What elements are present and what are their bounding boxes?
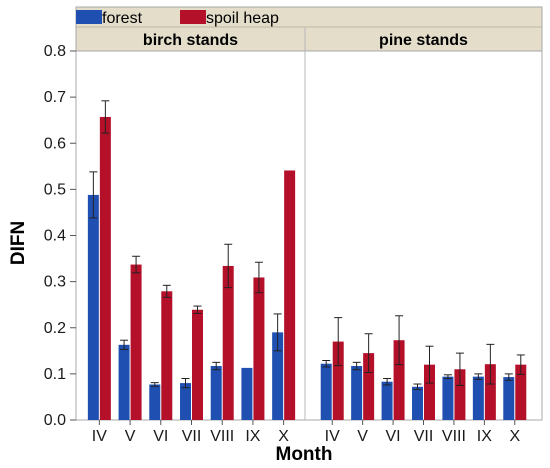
x-tick-label: VI bbox=[386, 428, 401, 445]
bar-spoil-heap bbox=[454, 369, 466, 420]
bar-spoil-heap bbox=[393, 340, 405, 420]
y-tick-label: 0.1 bbox=[44, 366, 66, 383]
y-tick-label: 0.8 bbox=[44, 43, 66, 60]
x-tick-label: X bbox=[278, 428, 289, 445]
bar-forest bbox=[442, 376, 454, 420]
x-tick-label: IV bbox=[325, 428, 340, 445]
x-tick-label: V bbox=[357, 428, 368, 445]
legend-swatch-spoil-heap bbox=[180, 10, 206, 24]
y-axis: 0.0 0.1 0.2 0.3 0.4 0.5 0.6 0.7 0.8 bbox=[44, 43, 76, 429]
panel-pine-stands: pine stands bbox=[320, 32, 527, 420]
bar-spoil-heap bbox=[161, 291, 173, 420]
x-tick-label: VIII bbox=[210, 428, 234, 445]
bar-forest bbox=[381, 381, 393, 420]
y-axis-title: DIFN bbox=[8, 221, 29, 265]
x-tick-label: VIII bbox=[442, 428, 466, 445]
y-tick-label: 0.0 bbox=[44, 412, 66, 429]
facet-strip-band bbox=[76, 27, 542, 51]
bar-forest bbox=[87, 194, 99, 420]
bar-forest bbox=[412, 386, 423, 420]
y-tick-label: 0.6 bbox=[44, 135, 66, 152]
bar-forest bbox=[272, 332, 284, 420]
bar-forest bbox=[472, 376, 484, 420]
legend: forest spoil heap bbox=[76, 10, 279, 27]
legend-swatch-forest bbox=[76, 10, 102, 24]
bar-spoil-heap bbox=[192, 309, 203, 420]
bar-spoil-heap bbox=[332, 341, 344, 420]
x-tick-label: IX bbox=[245, 428, 260, 445]
x-tick-label: V bbox=[125, 428, 136, 445]
facet-title: pine stands bbox=[379, 32, 468, 49]
y-tick-label: 0.3 bbox=[44, 274, 66, 291]
x-tick-label: VII bbox=[182, 428, 202, 445]
legend-band bbox=[76, 7, 542, 27]
y-tick-label: 0.4 bbox=[44, 228, 66, 245]
bar-forest bbox=[320, 363, 332, 420]
bar-spoil-heap bbox=[484, 364, 496, 420]
bar-spoil-heap bbox=[515, 364, 527, 420]
outer-frame bbox=[75, 6, 543, 421]
x-tick-label: X bbox=[509, 428, 520, 445]
bar-forest bbox=[118, 344, 130, 420]
x-axis-title: Month bbox=[276, 444, 333, 465]
bar-spoil-heap bbox=[99, 116, 111, 421]
legend-label-spoil-heap: spoil heap bbox=[206, 10, 279, 27]
bar-forest bbox=[241, 367, 253, 420]
y-tick-label: 0.2 bbox=[44, 320, 66, 337]
plot-frame bbox=[75, 6, 543, 421]
bar-forest bbox=[351, 366, 363, 420]
bar-forest bbox=[149, 384, 161, 420]
facet-title: birch stands bbox=[143, 32, 238, 49]
y-tick-label: 0.5 bbox=[44, 181, 66, 198]
y-tick-label: 0.7 bbox=[44, 89, 66, 106]
x-axis: IV V VI VII VIII IX X IV V VI VII VIII IX X bbox=[92, 420, 520, 445]
bar-forest bbox=[503, 377, 515, 420]
bar-spoil-heap bbox=[253, 277, 265, 420]
x-tick-label: VII bbox=[414, 428, 434, 445]
x-tick-label: IX bbox=[477, 428, 492, 445]
bar-forest bbox=[210, 366, 222, 420]
bar-spoil-heap bbox=[284, 170, 296, 420]
legend-label-forest: forest bbox=[102, 10, 143, 27]
bar-spoil-heap bbox=[424, 364, 435, 420]
bar-spoil-heap bbox=[222, 265, 234, 420]
bar-forest bbox=[180, 383, 191, 420]
panel-birch-stands: birch stands bbox=[87, 32, 296, 421]
bar-spoil-heap bbox=[363, 353, 375, 420]
x-tick-label: IV bbox=[92, 428, 107, 445]
bar-spoil-heap bbox=[130, 264, 142, 420]
x-tick-label: VI bbox=[153, 428, 168, 445]
facet-panels: birch stands pine stands bbox=[87, 32, 527, 421]
